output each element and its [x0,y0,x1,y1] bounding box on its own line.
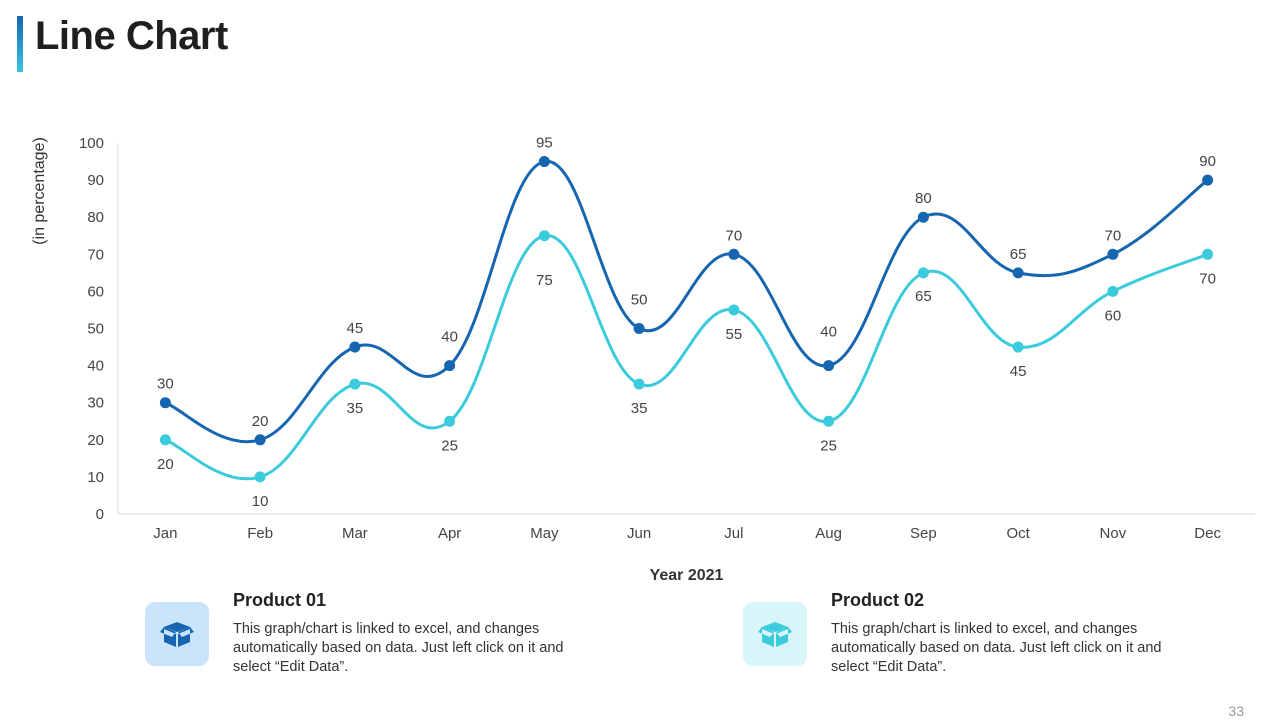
data-label-s1: 50 [631,292,648,309]
data-label-s2: 35 [347,400,364,417]
legend-title: Product 02 [831,590,925,610]
x-tick-label: Mar [342,525,368,542]
legend-description: This graph/chart is linked to excel, and… [831,621,1162,675]
y-axis-title: (in percentage) [31,137,48,245]
data-label-s1: 45 [347,320,364,337]
x-tick-label: Jan [153,525,177,542]
data-point-s2 [159,434,171,446]
data-label-s2: 55 [726,326,743,343]
data-label-s1: 30 [157,376,174,393]
data-point-s2 [1202,248,1214,260]
y-tick-label: 70 [87,246,104,263]
x-tick-label: Feb [247,525,273,542]
data-point-s1 [1012,267,1024,279]
y-tick-label: 0 [96,506,104,523]
y-tick-label: 90 [87,172,104,189]
x-tick-label: Oct [1006,525,1030,542]
y-tick-label: 10 [87,469,104,486]
data-label-s2: 25 [441,437,458,454]
data-point-s1 [444,360,456,372]
legend-icon-bg-2 [743,602,807,666]
data-label-s1: 90 [1199,153,1216,170]
y-tick-label: 30 [87,395,104,412]
data-label-s1: 40 [441,329,458,346]
box-icon [758,622,792,647]
data-label-s2: 60 [1105,307,1122,324]
x-tick-label: Sep [910,525,937,542]
x-tick-label: Jun [627,525,651,542]
y-tick-label: 20 [87,432,104,449]
x-axis-title: Year 2021 [650,567,724,584]
legend-icon-bg-1 [145,602,209,666]
y-tick-label: 40 [87,358,104,375]
data-point-s1 [159,397,171,409]
line-chart: 0 10 20 30 40 50 60 70 80 90 100 Jan Feb Mar Apr May Jun… [31,135,1255,584]
data-point-s2 [1012,341,1024,353]
y-tick-label: 50 [87,321,104,338]
data-point-s1 [538,156,550,168]
y-tick-label: 80 [87,209,104,226]
data-point-s1 [1107,248,1119,260]
x-tick-label: Nov [1100,525,1127,542]
x-tick-label: Jul [724,525,743,542]
page-number: 33 [1228,703,1244,719]
data-point-s1 [1202,174,1214,186]
data-label-s2: 65 [915,288,932,305]
data-label-s1: 95 [536,135,553,152]
data-point-s1 [823,360,835,372]
data-label-s1: 80 [915,190,932,207]
data-point-s1 [633,323,645,334]
data-label-s2: 25 [820,437,837,454]
data-label-s2: 10 [252,493,269,510]
legend-description: This graph/chart is linked to excel, and… [233,621,564,675]
page-title: Line Chart [35,14,228,58]
data-label-s2: 45 [1010,363,1027,380]
series-line-1 [164,160,1209,444]
data-label-s1: 65 [1010,246,1027,263]
box-icon [160,622,194,647]
data-point-s2 [538,230,550,242]
data-point-s2 [728,304,740,316]
data-point-s2 [254,471,266,483]
data-label-s2: 70 [1199,270,1216,287]
x-tick-label: May [530,525,559,542]
data-label-s1: 20 [252,413,269,430]
data-label-s2: 35 [631,400,648,417]
series-line-2 [164,234,1209,481]
title-accent-bar [17,16,23,72]
data-point-s1 [349,341,361,353]
x-tick-label: Dec [1194,525,1221,542]
data-label-s1: 70 [1105,227,1122,244]
data-label-s1: 70 [726,227,743,244]
data-point-s2 [823,415,835,427]
x-tick-label: Apr [438,525,461,542]
data-point-s2 [633,378,645,390]
data-point-s2 [444,415,456,427]
data-point-s1 [917,211,929,223]
data-label-s1: 40 [820,324,837,341]
data-point-s1 [254,434,266,446]
data-label-s2: 20 [157,456,174,473]
data-point-s2 [1107,285,1119,297]
legend-title: Product 01 [233,590,327,610]
data-point-s1 [728,248,740,260]
data-point-s2 [349,378,361,390]
y-tick-label: 100 [79,135,104,152]
data-label-s2: 75 [536,272,553,289]
y-tick-label: 60 [87,283,104,300]
x-tick-label: Aug [815,525,842,542]
data-point-s2 [917,267,929,279]
